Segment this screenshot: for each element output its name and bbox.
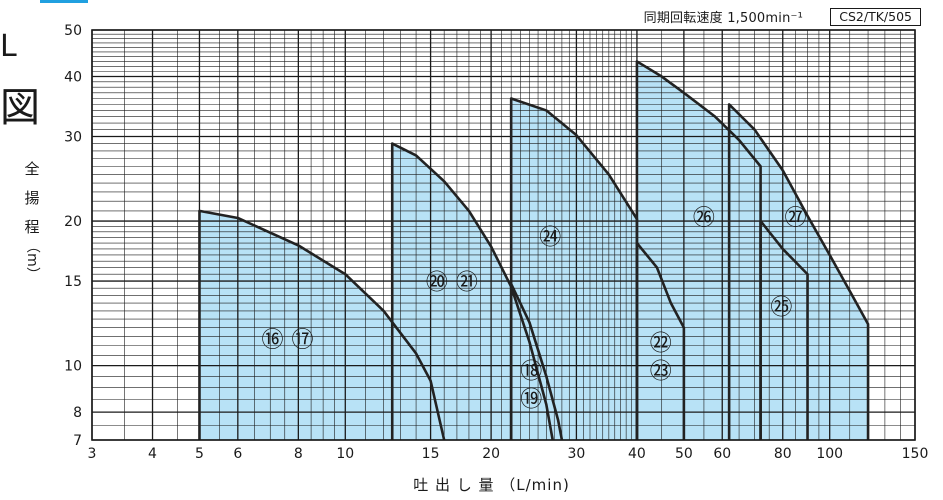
x-tick-label: 10 xyxy=(336,446,354,462)
pump-region-outline xyxy=(390,142,554,441)
model-number-label: ㉖ xyxy=(693,206,715,231)
y-tick-label: 50 xyxy=(64,23,82,39)
model-number-label: ⑳ xyxy=(426,270,448,295)
model-number-label: ⑲ xyxy=(520,387,542,412)
x-tick-label: 5 xyxy=(195,446,204,462)
y-tick-label: 8 xyxy=(73,405,82,421)
pump-region-outline xyxy=(198,209,446,441)
x-tick-label: 150 xyxy=(902,446,929,462)
y-axis-label-char: 全 xyxy=(24,160,40,178)
model-number-label: ㉒ xyxy=(650,331,672,356)
y-axis-label: 全 揚 程 （m） xyxy=(20,160,44,281)
pump-region-outline xyxy=(759,219,809,440)
header-accent-bar xyxy=(40,0,88,3)
pump-region-outline xyxy=(635,60,762,440)
x-tick-label: 30 xyxy=(567,446,585,462)
y-axis-label-char: 程 xyxy=(24,218,40,236)
x-tick-label: 20 xyxy=(482,446,500,462)
page-title-fragment: 図 xyxy=(0,85,40,131)
pump-region-fill xyxy=(729,104,869,440)
y-tick-label: 30 xyxy=(64,130,82,146)
pump-region-fill xyxy=(511,98,637,440)
x-tick-label: 60 xyxy=(713,446,731,462)
model-number-label: ⑰ xyxy=(292,328,314,353)
page-title-fragment: L xyxy=(0,29,17,64)
y-tick-label: 7 xyxy=(73,433,82,449)
model-number-label: ㉑ xyxy=(456,270,478,295)
x-tick-label: 8 xyxy=(294,446,303,462)
model-number-label: ⑯ xyxy=(262,328,284,353)
model-number-label: ⑱ xyxy=(520,359,542,384)
model-number-label: ㉗ xyxy=(785,206,807,231)
x-tick-label: 4 xyxy=(148,446,157,462)
chart-code-box: CS2/TK/505 xyxy=(830,8,921,26)
x-tick-label: 100 xyxy=(816,446,843,462)
model-number-label: ㉔ xyxy=(539,225,561,250)
x-axis-label: 吐 出 し 量 （L/min) xyxy=(413,476,570,494)
y-tick-label: 10 xyxy=(64,359,82,375)
rotation-speed-note: 同期回転速度 1,500min⁻¹ xyxy=(643,11,803,26)
y-tick-label: 15 xyxy=(64,274,82,290)
y-tick-label: 40 xyxy=(64,70,82,86)
y-axis-label-char: 揚 xyxy=(24,189,40,207)
pump-region-outline xyxy=(727,103,870,440)
pump-region-fill xyxy=(199,210,445,440)
model-number-label: ㉕ xyxy=(770,296,792,321)
x-tick-label: 40 xyxy=(628,446,646,462)
x-tick-label: 6 xyxy=(233,446,242,462)
x-tick-label: 15 xyxy=(422,446,440,462)
x-tick-label: 50 xyxy=(675,446,693,462)
model-number-label: ㉓ xyxy=(650,359,672,384)
x-tick-label: 3 xyxy=(88,446,97,462)
plot-frame xyxy=(91,29,916,441)
y-tick-label: 20 xyxy=(64,214,82,230)
x-tick-label: 80 xyxy=(774,446,792,462)
